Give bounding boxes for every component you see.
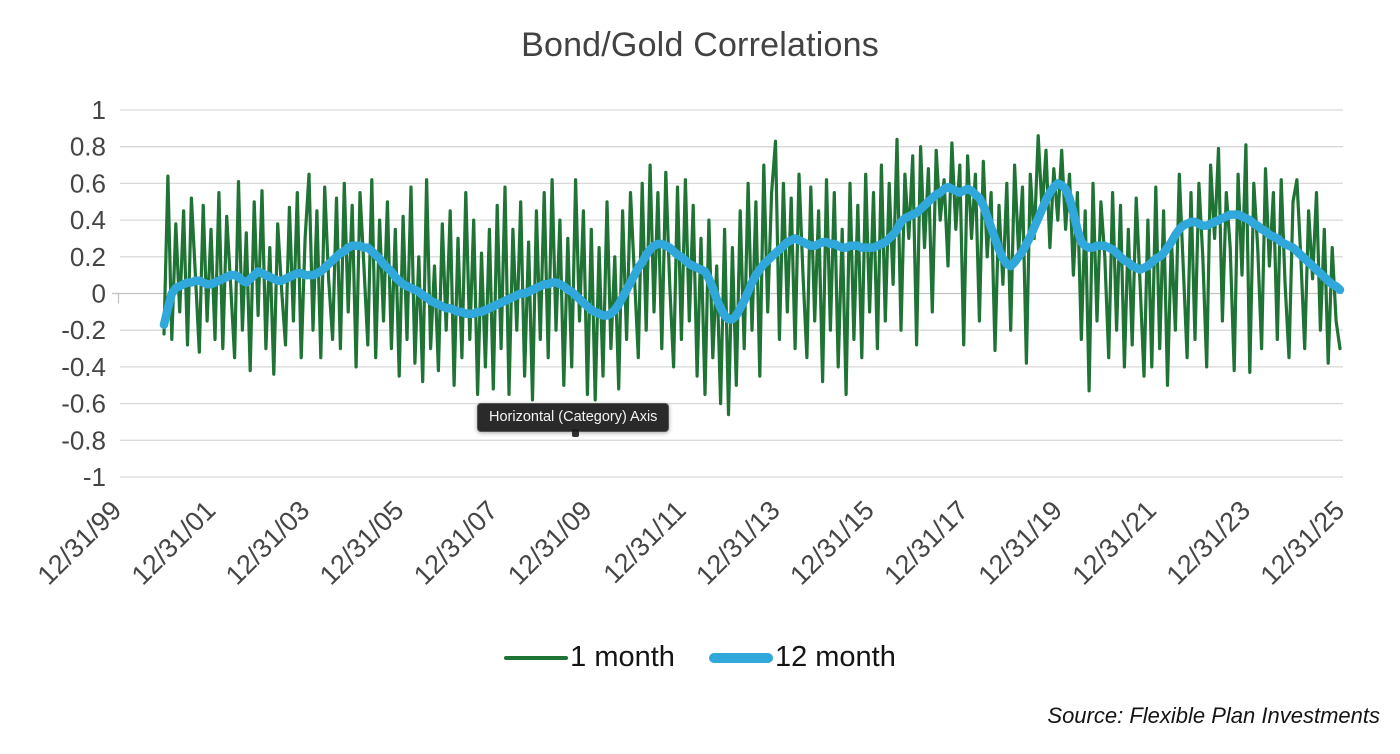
y-axis-tick-label[interactable]: 0 [92,279,106,309]
y-axis-tick-label[interactable]: 1 [92,95,106,125]
axis-hover-tooltip: Horizontal (Category) Axis [477,403,670,432]
y-axis-tick-label[interactable]: 0.8 [70,132,106,162]
x-axis-tick-label[interactable]: 12/31/19 [972,495,1068,591]
y-axis-tick-label[interactable]: 0.4 [70,205,106,235]
x-axis-tick-label[interactable]: 12/31/23 [1161,495,1257,591]
legend-label-12-month: 12 month [774,641,896,673]
legend-item-1-month[interactable]: 1 month [504,641,675,674]
mouse-cursor [572,429,579,437]
x-axis-tick-label[interactable]: 12/31/21 [1067,495,1163,591]
y-axis-tick-label[interactable]: 0.2 [70,242,106,272]
y-axis-tick-label[interactable]: -0.8 [61,425,106,455]
legend-swatch-1-month-line [504,655,569,660]
x-axis-tick-label[interactable]: 12/31/05 [314,495,410,591]
x-axis-tick-label[interactable]: 12/31/09 [502,495,598,591]
source-attribution: Source: Flexible Plan Investments [1047,703,1380,728]
x-axis-tick-label[interactable]: 12/31/01 [126,495,222,591]
y-axis-tick-label[interactable]: -0.6 [61,389,106,419]
x-axis-tick-label[interactable]: 12/31/07 [408,495,504,591]
legend-item-12-month[interactable]: 12 month [708,641,896,674]
x-axis-tick-label[interactable]: 12/31/13 [690,495,786,591]
chart-legend: 1 month 12 month [0,641,1400,674]
legend-label-1-month: 1 month [570,641,675,673]
y-axis-tick-label[interactable]: -0.2 [61,315,106,345]
y-axis-tick-label[interactable]: 0.6 [70,168,106,198]
series-line-12-month[interactable] [159,179,1345,329]
x-axis-tick-label[interactable]: 12/31/17 [878,495,974,591]
legend-swatch-12-month-line [708,652,773,663]
x-axis-tick-label[interactable]: 12/31/11 [598,495,692,589]
y-axis-tick-label[interactable]: -1 [83,462,106,492]
x-axis-tick-label[interactable]: 12/31/03 [220,495,316,591]
x-axis-tick-label[interactable]: 12/31/99 [32,495,128,591]
x-axis-tick-label[interactable]: 12/31/15 [784,495,880,591]
x-axis-tick-label[interactable]: 12/31/25 [1255,495,1351,591]
series-line-1-month[interactable] [162,134,1342,417]
y-axis-tick-label[interactable]: -0.4 [61,352,106,382]
chart-title[interactable]: Bond/Gold Correlations [521,26,879,64]
